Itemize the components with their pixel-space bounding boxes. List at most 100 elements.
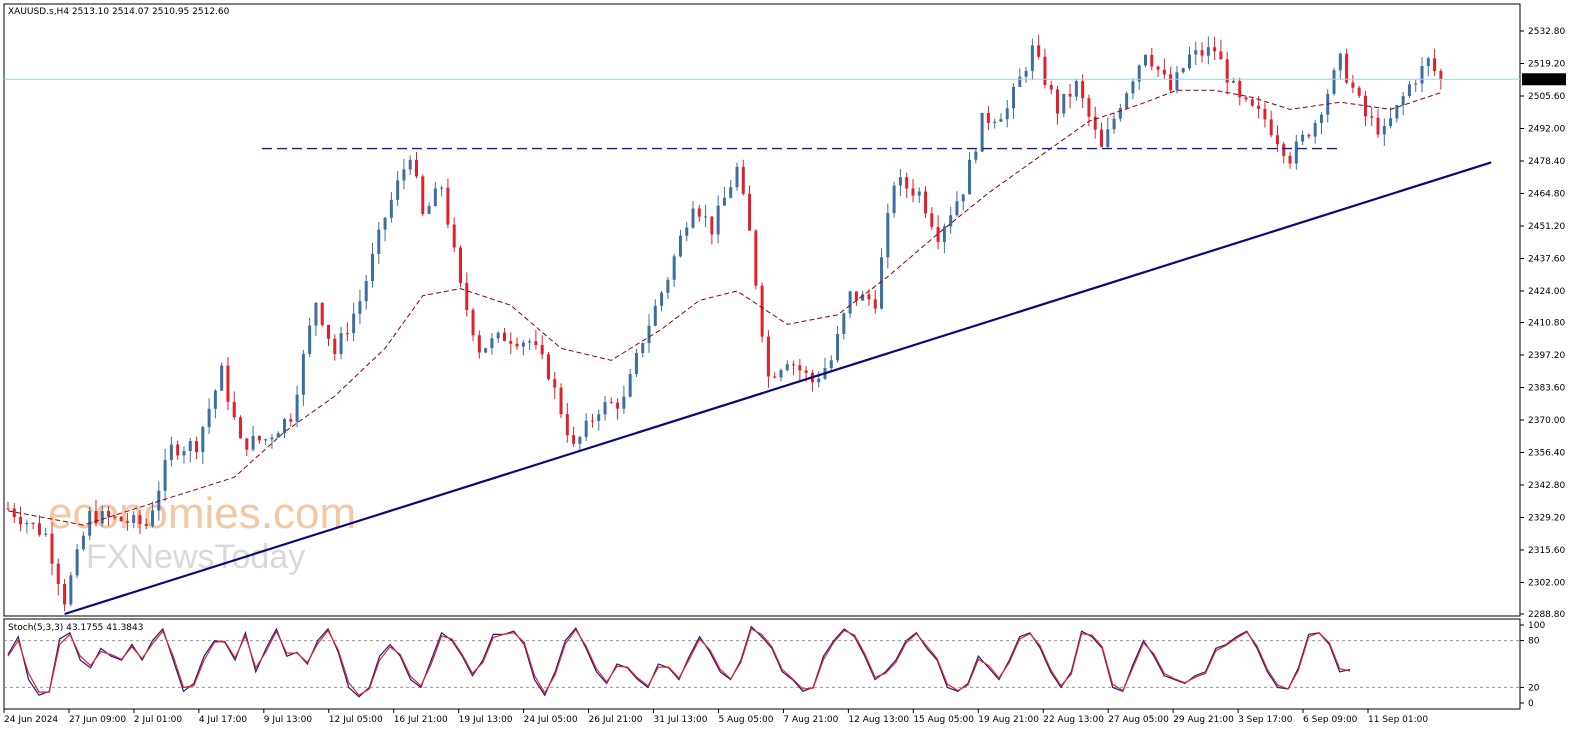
support-trendline: [64, 161, 1492, 616]
candle-body: [1030, 45, 1034, 71]
candle: [1068, 83, 1072, 109]
candle: [1332, 67, 1336, 96]
candle: [540, 335, 544, 360]
candle-body: [685, 227, 689, 236]
candle: [546, 351, 550, 381]
price-tick-label: 2370.00: [1528, 416, 1565, 426]
candle: [220, 362, 224, 391]
candle-body: [19, 517, 23, 525]
candle: [50, 522, 54, 576]
candle-body: [1137, 65, 1141, 82]
price-tick-label: 2492.00: [1528, 124, 1565, 134]
candle: [628, 368, 632, 398]
candle: [647, 314, 651, 353]
candle-body: [1275, 135, 1279, 145]
candle-body: [628, 374, 632, 397]
candle: [301, 349, 305, 406]
candle: [151, 501, 155, 528]
candle-body: [301, 353, 305, 395]
candle-body: [1426, 58, 1430, 67]
candle: [735, 162, 739, 191]
candle-body: [1213, 47, 1217, 52]
candle-body: [1414, 83, 1418, 85]
candle-body: [590, 420, 594, 422]
candle-body: [25, 523, 29, 525]
candle: [182, 446, 186, 464]
candle-body: [854, 291, 858, 301]
candle: [295, 385, 299, 428]
candle-body: [383, 217, 387, 230]
candle-body: [308, 325, 312, 354]
candle-body: [974, 151, 978, 160]
time-tick-label: 19 Jul 13:00: [459, 715, 513, 725]
candle: [44, 527, 48, 537]
candle-body: [364, 281, 368, 302]
candle-body: [829, 360, 833, 369]
candle: [37, 515, 41, 537]
candle: [641, 342, 645, 358]
candle: [414, 152, 418, 179]
candle: [433, 182, 437, 207]
candle-body: [842, 313, 846, 335]
candle-body: [886, 213, 890, 258]
candle: [56, 558, 60, 596]
candle-body: [69, 575, 73, 605]
candle: [345, 322, 349, 342]
candle: [1200, 42, 1204, 63]
candle: [408, 155, 412, 176]
time-tick-label: 26 Jul 21:00: [589, 715, 643, 725]
candle-body: [163, 459, 167, 491]
candle: [572, 426, 576, 448]
candle-body: [245, 438, 249, 450]
candle: [264, 438, 268, 445]
candle: [1363, 90, 1367, 126]
candle: [1150, 47, 1154, 71]
candle: [1043, 48, 1047, 89]
candle-body: [251, 435, 255, 450]
current-price-label: 2512.60: [1526, 75, 1563, 85]
candle: [163, 448, 167, 502]
candle-body: [634, 352, 638, 375]
candle: [477, 330, 481, 359]
candle: [785, 360, 789, 372]
candle-body: [176, 444, 180, 456]
candle-body: [1125, 93, 1129, 109]
time-tick-label: 16 Jul 21:00: [394, 715, 448, 725]
candle-body: [792, 364, 796, 366]
candle: [911, 178, 915, 203]
candle-body: [641, 343, 645, 353]
candle-body: [697, 208, 701, 217]
stoch-signal-line: [7, 628, 1351, 696]
candle: [1219, 39, 1223, 60]
candle-body: [716, 205, 720, 235]
candle-body: [333, 338, 337, 355]
candle-body: [371, 253, 375, 282]
candle-body: [993, 121, 997, 123]
candle-body: [295, 394, 299, 422]
candle-body: [12, 508, 16, 518]
candle: [521, 339, 525, 356]
candle: [1313, 119, 1317, 144]
candle: [892, 181, 896, 218]
time-tick-label: 27 Aug 05:00: [1108, 715, 1169, 725]
candle-body: [1093, 116, 1097, 130]
candle: [886, 203, 890, 269]
candle-body: [1382, 126, 1386, 135]
candle-body: [1407, 84, 1411, 97]
candle: [1319, 111, 1323, 135]
candle: [1018, 68, 1022, 88]
candle: [1030, 38, 1034, 80]
candle-body: [1081, 81, 1085, 99]
candle: [1376, 108, 1380, 138]
candle-body: [1357, 87, 1361, 96]
time-tick-label: 22 Aug 13:00: [1043, 715, 1104, 725]
candle-body: [113, 516, 117, 518]
candle-body: [138, 515, 142, 524]
candle: [1351, 74, 1355, 93]
candle-body: [528, 341, 532, 343]
candle-body: [1301, 134, 1305, 142]
candle-body: [660, 292, 664, 306]
candle: [257, 435, 261, 444]
candle-body: [678, 235, 682, 257]
price-tick-label: 2288.80: [1528, 610, 1565, 620]
